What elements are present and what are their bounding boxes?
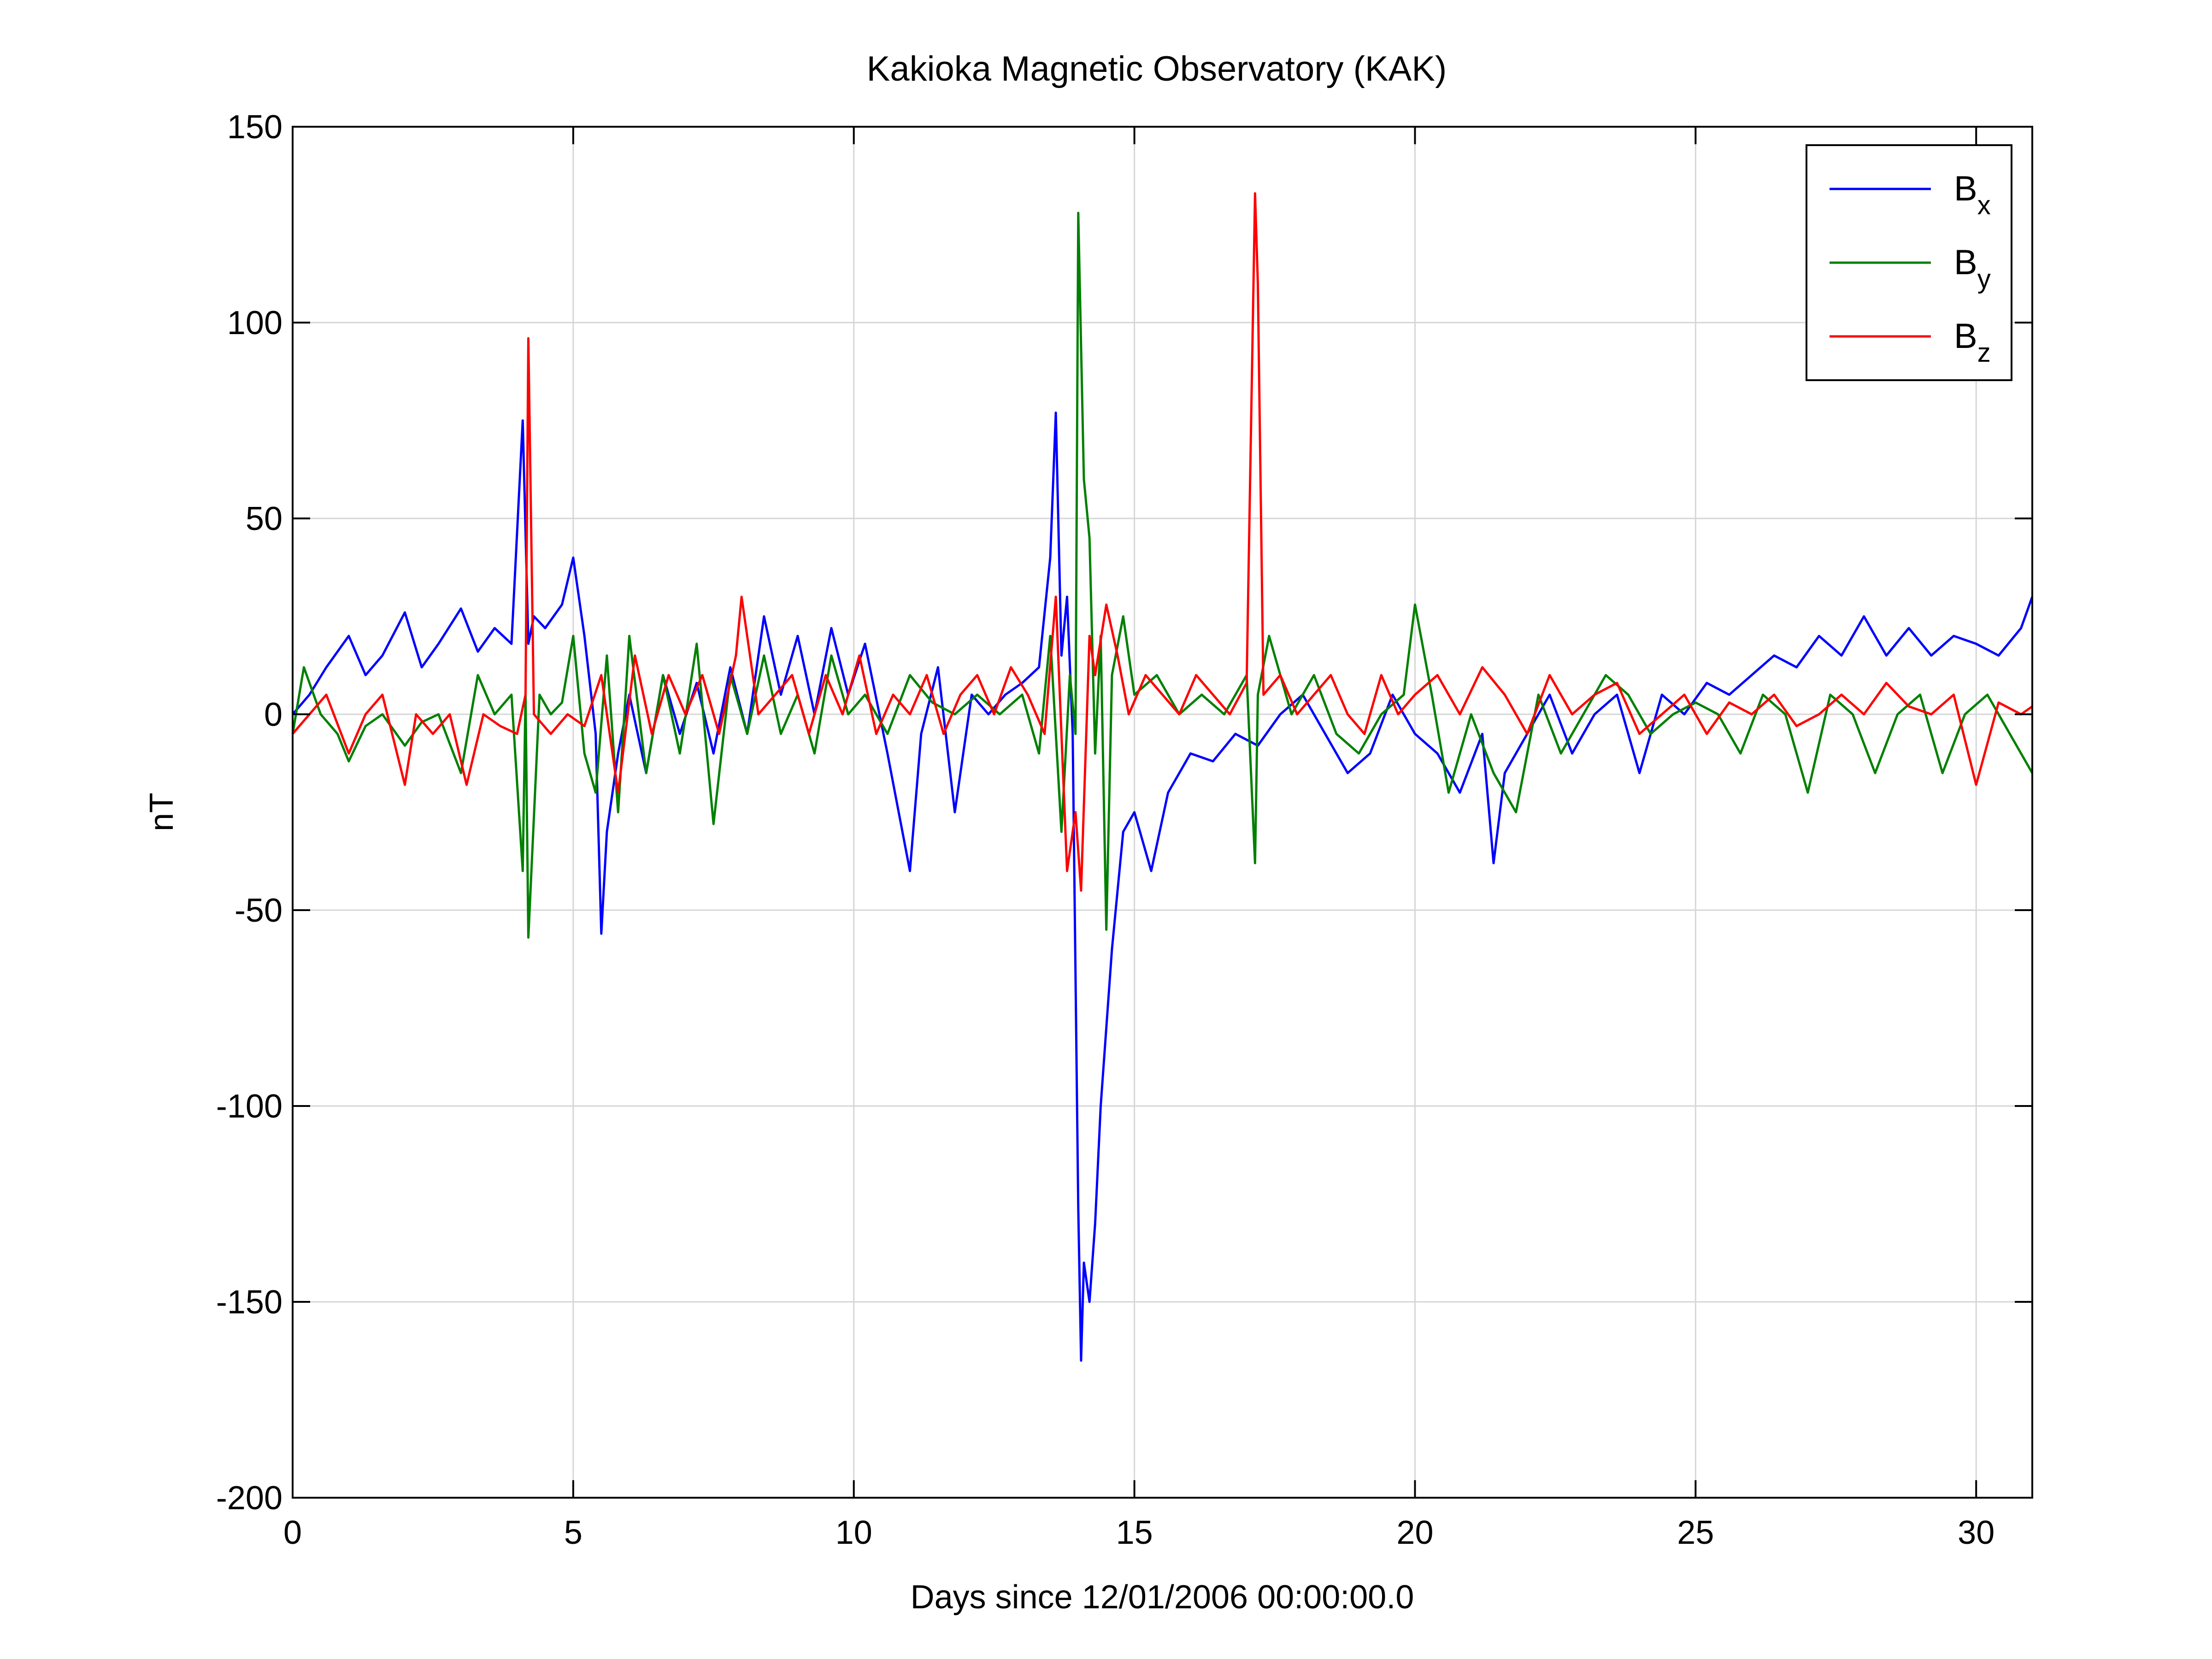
tick-labels: 0 5 10 15 20 25 30 150 100 50 0 -50 -100 -150 -200 bbox=[216, 109, 1994, 1551]
x-tick-label: 30 bbox=[1958, 1514, 1994, 1551]
legend-label: Bz bbox=[1954, 317, 1991, 368]
legend-label-base: B bbox=[1954, 317, 1977, 356]
chart-title: Kakioka Magnetic Observatory (KAK) bbox=[867, 49, 1447, 88]
y-axis-label: nT bbox=[143, 793, 180, 831]
legend-label-subscript: x bbox=[1977, 190, 1991, 220]
y-tick-label: -100 bbox=[216, 1088, 282, 1125]
plot-area-frame bbox=[292, 126, 2033, 1499]
x-tick-label: 5 bbox=[564, 1514, 582, 1551]
legend-label-base: B bbox=[1954, 169, 1977, 208]
x-tick-label: 20 bbox=[1396, 1514, 1433, 1551]
x-tick-label: 15 bbox=[1116, 1514, 1153, 1551]
y-tick-label: -150 bbox=[216, 1284, 282, 1321]
x-tick-label: 10 bbox=[835, 1514, 872, 1551]
y-tick-label: -200 bbox=[216, 1480, 282, 1517]
legend-label: Bx bbox=[1954, 169, 1991, 220]
series-line-Bz bbox=[292, 192, 2033, 892]
y-tick-label: 0 bbox=[264, 696, 282, 733]
x-axis-label: Days since 12/01/2006 00:00:00.0 bbox=[911, 1579, 1414, 1616]
legend-label: By bbox=[1954, 243, 1991, 294]
series-group bbox=[291, 192, 2034, 1362]
legend-label-base: B bbox=[1954, 243, 1977, 282]
legend-label-subscript: y bbox=[1977, 264, 1991, 294]
x-tick-label: 25 bbox=[1677, 1514, 1714, 1551]
y-tick-label: 100 bbox=[227, 305, 282, 341]
series-line-Bx bbox=[292, 412, 2034, 1362]
x-tick-label: 0 bbox=[283, 1514, 302, 1551]
ticks bbox=[292, 126, 2032, 1499]
legend-label-subscript: z bbox=[1977, 338, 1991, 368]
y-tick-label: -50 bbox=[235, 892, 282, 929]
y-tick-label: 50 bbox=[246, 500, 282, 537]
y-tick-label: 150 bbox=[227, 109, 282, 146]
